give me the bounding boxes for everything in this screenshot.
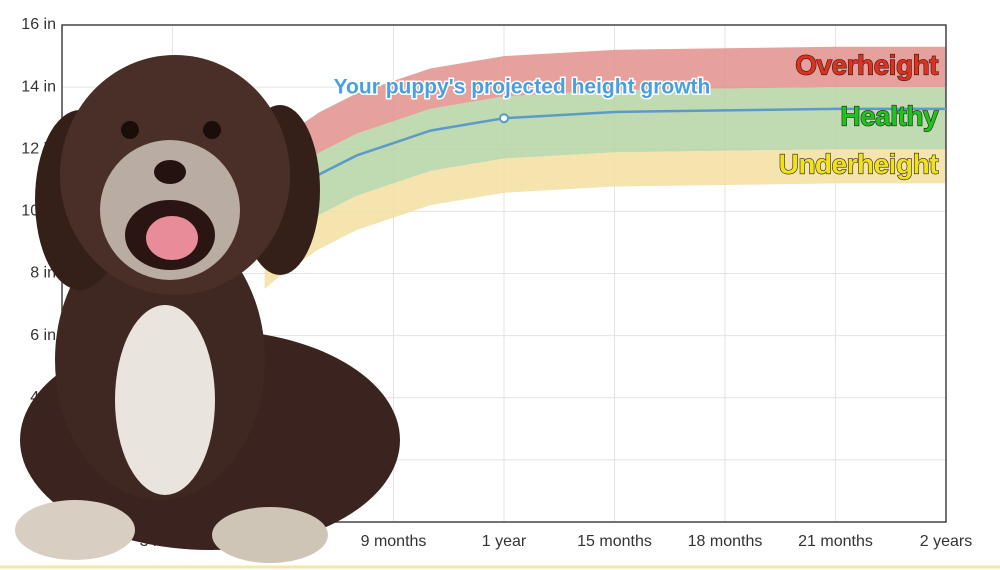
band — [264, 149, 946, 290]
band — [264, 46, 946, 193]
band-label: Overheight — [795, 49, 938, 80]
puppy-photo — [15, 55, 400, 563]
x-tick-label: 1 year — [482, 533, 527, 550]
y-tick-label: 14 in — [21, 78, 56, 95]
highlight-point — [499, 113, 509, 124]
y-tick-label: 16 in — [21, 16, 56, 33]
x-tick-label: 21 months — [798, 533, 873, 550]
annotation: Your puppy's projected height growth — [334, 76, 711, 99]
band-label: Healthy — [840, 101, 939, 132]
x-tick-label: 2 years — [920, 533, 972, 550]
x-tick-label: 15 months — [577, 533, 652, 550]
x-tick-label: 9 months — [361, 533, 427, 550]
x-tick-label: 18 months — [688, 533, 763, 550]
y-tick-label: 8 in — [30, 265, 56, 282]
y-tick-label: 6 in — [30, 327, 56, 344]
band-label: Underheight — [779, 149, 939, 180]
